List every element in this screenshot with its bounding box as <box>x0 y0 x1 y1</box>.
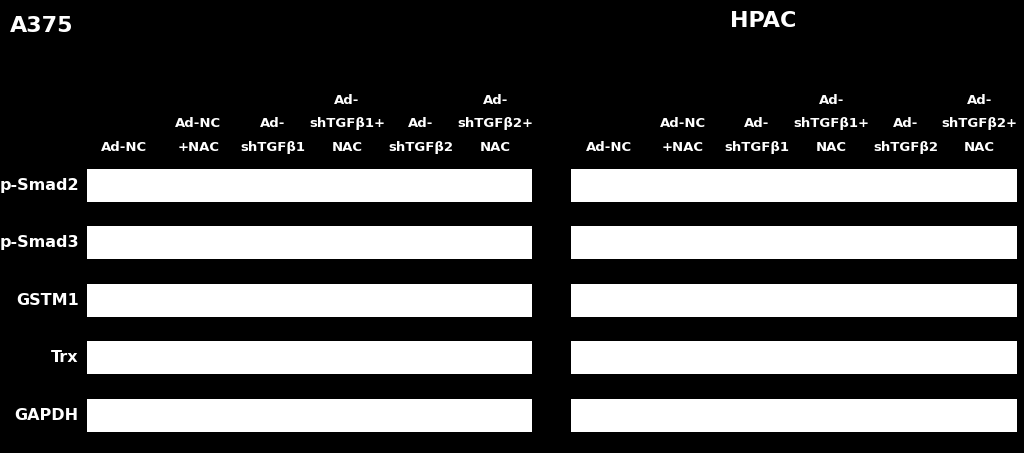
Text: +NAC: +NAC <box>662 141 703 154</box>
Text: shTGFβ1+: shTGFβ1+ <box>309 117 385 130</box>
Text: NAC: NAC <box>480 141 511 154</box>
Text: Trx: Trx <box>51 350 79 365</box>
Bar <box>571 226 1017 259</box>
Text: Ad-NC: Ad-NC <box>101 141 147 154</box>
Text: shTGFβ2: shTGFβ2 <box>873 141 938 154</box>
Bar <box>87 169 532 202</box>
Text: Ad-NC: Ad-NC <box>586 141 632 154</box>
Text: Ad-: Ad- <box>260 117 286 130</box>
Text: shTGFβ2+: shTGFβ2+ <box>458 117 534 130</box>
Text: +NAC: +NAC <box>177 141 219 154</box>
Text: Ad-: Ad- <box>334 94 359 107</box>
Text: shTGFβ2+: shTGFβ2+ <box>942 117 1018 130</box>
Text: shTGFβ1: shTGFβ1 <box>725 141 790 154</box>
Bar <box>571 341 1017 374</box>
Text: Ad-: Ad- <box>818 94 844 107</box>
Text: Ad-: Ad- <box>744 117 770 130</box>
Text: shTGFβ1: shTGFβ1 <box>241 141 305 154</box>
Bar <box>571 169 1017 202</box>
Bar <box>87 284 532 317</box>
Text: Ad-: Ad- <box>893 117 919 130</box>
Bar <box>87 226 532 259</box>
Text: Ad-: Ad- <box>967 94 992 107</box>
Text: NAC: NAC <box>965 141 995 154</box>
Text: Ad-: Ad- <box>409 117 434 130</box>
Text: shTGFβ1+: shTGFβ1+ <box>794 117 869 130</box>
Bar <box>87 399 532 432</box>
Text: GAPDH: GAPDH <box>14 408 79 423</box>
Text: Ad-: Ad- <box>482 94 508 107</box>
Text: p-Smad2: p-Smad2 <box>0 178 79 193</box>
Text: A375: A375 <box>10 16 74 36</box>
Text: GSTM1: GSTM1 <box>16 293 79 308</box>
Bar <box>571 284 1017 317</box>
Text: HPAC: HPAC <box>730 11 796 31</box>
Bar <box>87 341 532 374</box>
Text: NAC: NAC <box>816 141 847 154</box>
Bar <box>571 399 1017 432</box>
Text: Ad-NC: Ad-NC <box>659 117 706 130</box>
Text: Ad-NC: Ad-NC <box>175 117 221 130</box>
Text: NAC: NAC <box>332 141 362 154</box>
Text: p-Smad3: p-Smad3 <box>0 235 79 250</box>
Text: shTGFβ2: shTGFβ2 <box>389 141 454 154</box>
